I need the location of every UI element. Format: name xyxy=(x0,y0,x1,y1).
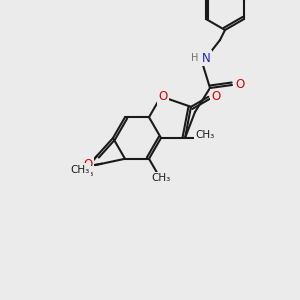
Text: CH₃: CH₃ xyxy=(74,168,93,178)
Text: H: H xyxy=(191,53,199,63)
Text: O: O xyxy=(83,158,92,171)
Text: CH₃: CH₃ xyxy=(195,130,214,140)
Text: CH₃: CH₃ xyxy=(152,173,171,183)
Text: N: N xyxy=(202,52,210,64)
Text: O: O xyxy=(212,90,221,103)
Text: CH₃: CH₃ xyxy=(70,165,90,175)
Text: O: O xyxy=(158,90,168,103)
Text: O: O xyxy=(236,77,244,91)
